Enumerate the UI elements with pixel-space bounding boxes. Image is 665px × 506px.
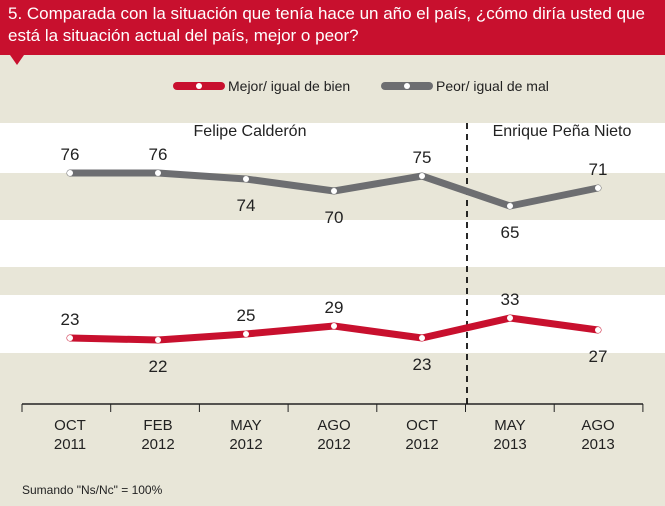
x-tick-label: MAY 2012 — [229, 417, 262, 453]
mejor-series-data-label: 23 — [61, 310, 80, 329]
legend-label: Peor/ igual de mal — [436, 78, 549, 94]
mejor-series-data-label: 25 — [237, 306, 256, 325]
period-label: Enrique Peña Nieto — [493, 123, 632, 140]
peor-series-point — [243, 176, 249, 182]
peor-series-data-label: 76 — [61, 145, 80, 164]
x-tick-label: AGO 2013 — [581, 417, 614, 453]
mejor-series-point — [331, 323, 337, 329]
header-pointer — [10, 55, 24, 65]
x-tick-label: AGO 2012 — [317, 417, 350, 453]
peor-series-point — [155, 170, 161, 176]
peor-series-data-label: 71 — [589, 160, 608, 179]
mejor-series-data-label: 33 — [501, 290, 520, 309]
legend-marker — [404, 83, 410, 89]
peor-series-point — [67, 170, 73, 176]
mejor-series-point — [67, 335, 73, 341]
background-band-0 — [0, 123, 665, 173]
peor-series-data-label: 70 — [325, 208, 344, 227]
x-tick-label: OCT 2012 — [405, 417, 438, 453]
peor-series-data-label: 75 — [413, 148, 432, 167]
peor-series-point — [595, 185, 601, 191]
mejor-series-data-label: 23 — [413, 355, 432, 374]
x-tick-label: MAY 2013 — [493, 417, 526, 453]
footnote: Sumando "Ns/Nc" = 100% — [22, 483, 163, 497]
question-title: 5. Comparada con la situación que tenía … — [8, 4, 645, 45]
mejor-series-point — [155, 337, 161, 343]
peor-series-data-label: 76 — [149, 145, 168, 164]
peor-series-point — [507, 203, 513, 209]
mejor-series-data-label: 29 — [325, 298, 344, 317]
peor-series-point — [331, 188, 337, 194]
x-tick-label: FEB 2012 — [141, 417, 174, 453]
background-band-1 — [0, 220, 665, 267]
period-label: Felipe Calderón — [194, 123, 307, 140]
peor-series-point — [419, 173, 425, 179]
peor-series-data-label: 74 — [237, 196, 256, 215]
mejor-series-data-label: 22 — [149, 357, 168, 376]
peor-series-data-label: 65 — [501, 223, 520, 242]
question-header: 5. Comparada con la situación que tenía … — [0, 0, 665, 55]
x-tick-label: OCT 2011 — [54, 417, 86, 453]
mejor-series-point — [595, 327, 601, 333]
mejor-series-point — [419, 335, 425, 341]
legend-marker — [196, 83, 202, 89]
mejor-series-point — [507, 315, 513, 321]
mejor-series-point — [243, 331, 249, 337]
mejor-series-data-label: 27 — [589, 347, 608, 366]
legend-label: Mejor/ igual de bien — [228, 78, 350, 94]
